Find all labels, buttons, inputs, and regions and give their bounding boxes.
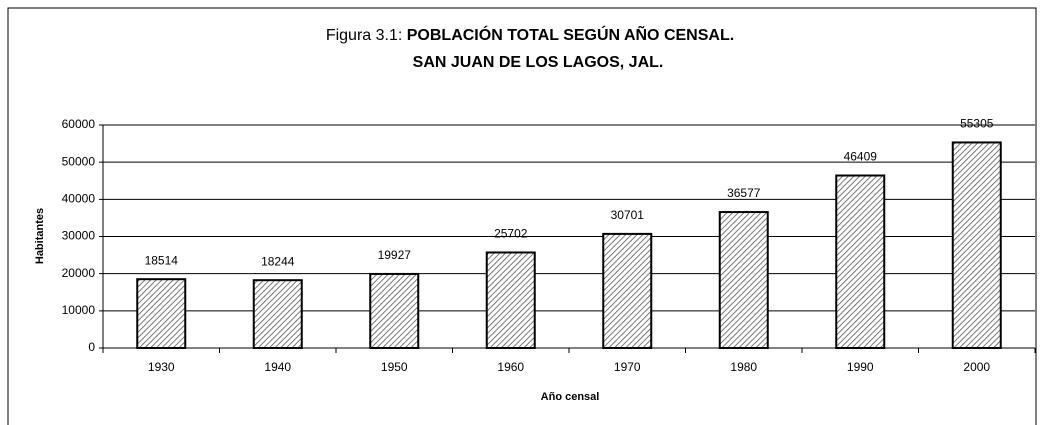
x-tick-label: 2000 <box>963 360 990 374</box>
x-tick-label: 1940 <box>264 360 291 374</box>
title-label: Figura 3.1: <box>326 27 402 44</box>
title-line: POBLACIÓN TOTAL SEGÚN AÑO CENSAL. <box>407 24 734 44</box>
value-label: 19927 <box>378 248 412 262</box>
x-tick-label: 1930 <box>148 360 175 374</box>
y-tick-label: 40000 <box>62 192 96 206</box>
x-axis-label: Año censal <box>541 391 600 403</box>
y-axis-label: Habitantes <box>34 208 46 264</box>
value-label: 36577 <box>727 186 761 200</box>
value-label: 18514 <box>145 253 179 267</box>
frame <box>7 7 1037 425</box>
bar <box>602 232 653 350</box>
x-tick-label: 1960 <box>497 360 524 374</box>
value-label: 46409 <box>844 150 878 164</box>
bar <box>718 211 769 349</box>
y-tick-label: 0 <box>88 340 95 354</box>
value-label: 18244 <box>261 254 295 268</box>
value-label: 55305 <box>960 117 994 131</box>
value-label: 25702 <box>494 227 528 241</box>
bar <box>835 174 886 349</box>
y-tick-label: 20000 <box>62 266 96 280</box>
bar <box>136 278 187 349</box>
value-label: 30701 <box>611 208 645 222</box>
chart-title: Figura 3.1: POBLACIÓN TOTAL SEGÚN AÑO CE… <box>326 24 734 44</box>
title-line: SAN JUAN DE LOS LAGOS, JAL. <box>413 54 664 71</box>
x-tick-label: 1950 <box>381 360 408 374</box>
x-tick-label: 1990 <box>847 360 874 374</box>
y-tick-label: 60000 <box>62 117 96 131</box>
y-tick-label: 50000 <box>62 154 96 168</box>
y-tick-label: 30000 <box>62 229 96 243</box>
x-tick-label: 1970 <box>614 360 641 374</box>
bar <box>485 251 536 349</box>
y-tick-label: 10000 <box>62 303 96 317</box>
x-tick-label: 1980 <box>730 360 757 374</box>
bar <box>252 279 303 350</box>
bar <box>369 272 420 350</box>
bar <box>951 141 1002 349</box>
